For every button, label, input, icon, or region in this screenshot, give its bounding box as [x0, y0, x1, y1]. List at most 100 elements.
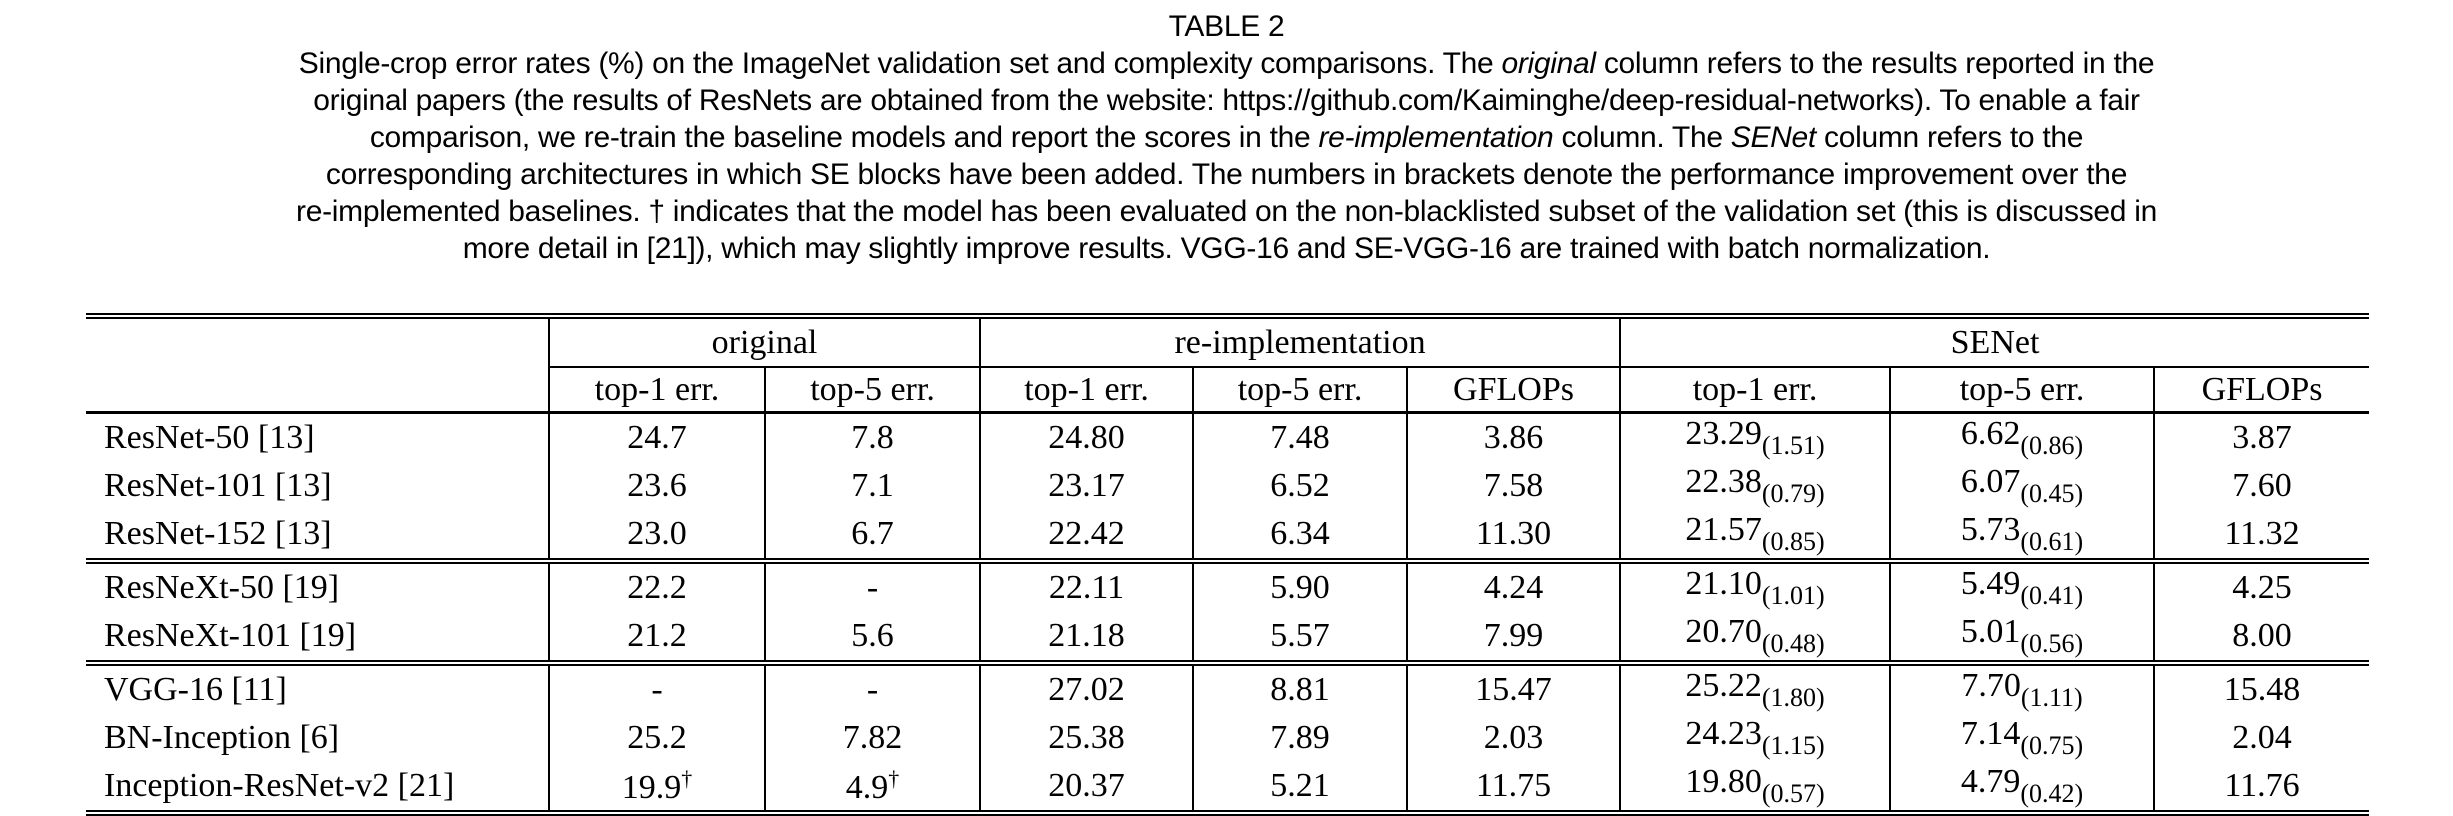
cell-value: 6.62 [1960, 415, 2021, 452]
value-cell: 23.0 [548, 510, 765, 564]
value-cell: 15.48 [2153, 663, 2370, 714]
value-cell: 7.1 [763, 462, 981, 510]
caption-text-segment: Single-crop error rates (%) on the Image… [298, 47, 1502, 80]
value-cell: 11.75 [1406, 762, 1621, 816]
value-cell: 6.7 [763, 510, 981, 564]
value-cell: 4.24 [1406, 561, 1621, 612]
model-name-cell: ResNet-50 [13] [104, 419, 315, 456]
col-header-top-1-err-3: top-1 err. [979, 367, 1194, 414]
value-cell: 7.8 [763, 412, 981, 462]
model-name-cell: Inception-ResNet-v2 [21] [86, 762, 549, 816]
cell-value: 5.49 [1960, 565, 2021, 602]
value-cell: 27.02 [979, 663, 1194, 714]
value-cell: 3.87 [2153, 412, 2370, 462]
value-cell: 4.79(0.42) [1889, 762, 2155, 816]
group-header-row: original re-implementation SENet [86, 316, 2370, 368]
cell-value: 22.38 [1685, 463, 1762, 500]
cell-value: 7.14 [1960, 715, 2021, 752]
value-cell: 19.80(0.57) [1619, 762, 1891, 816]
value-cell: 6.34 [1192, 510, 1408, 564]
value-cell: 2.04 [2153, 714, 2370, 762]
value-cell: 7.48 [1192, 412, 1408, 462]
table-row-vgg-16-11: VGG-16 [11] - -27.02 8.81 15.47 25.22(1.80) 7.… [86, 663, 2370, 714]
dagger-superscript: † [888, 765, 900, 791]
table-caption: TABLE 2 Single-crop error rates (%) on t… [0, 0, 2453, 267]
improvement-subscript: (0.79) [1761, 479, 1825, 508]
cell-value: 19.9 [621, 768, 682, 806]
value-cell: - [548, 663, 765, 714]
table-row-resnet-50-13: ResNet-50 [13] 24.7 7.8 24.80 7.48 3.86 23.29(… [86, 412, 2370, 462]
caption-italic-term: SENet [1730, 121, 1817, 154]
cell-value: 4.9 [845, 768, 889, 806]
improvement-subscript: (0.57) [1761, 779, 1825, 808]
value-cell: 22.2 [548, 561, 765, 612]
value-cell: 25.2 [548, 714, 765, 762]
table-row-bn-inception-6: BN-Inception [6] 25.2 7.82 25.38 7.89 2.03 24.… [86, 714, 2370, 762]
improvement-subscript: (1.15) [1761, 731, 1825, 760]
caption-line-5: re-implemented baselines. † indicates th… [0, 193, 2453, 230]
cell-value: 5.73 [1960, 511, 2021, 548]
value-cell: 23.29(1.51) [1619, 412, 1891, 462]
improvement-subscript: (0.41) [2020, 581, 2084, 610]
value-cell: 5.6 [763, 612, 981, 666]
value-cell: 21.18 [979, 612, 1194, 666]
value-cell: 8.00 [2153, 612, 2370, 666]
col-header-top-1-err-1: top-1 err. [548, 367, 765, 414]
improvement-subscript: (0.48) [1761, 629, 1825, 658]
improvement-subscript: (1.51) [1761, 431, 1825, 460]
cell-value: 21.57 [1685, 511, 1762, 548]
col-header-top-5-err-2: top-5 err. [763, 367, 981, 414]
value-cell: 25.22(1.80) [1619, 663, 1891, 714]
group-header-blank [86, 316, 549, 367]
col-header-top-5-err-4: top-5 err. [1192, 367, 1408, 414]
group-header-original: original [547, 316, 981, 368]
cell-value: 4.79 [1960, 763, 2021, 800]
value-cell: 7.70(1.11) [1889, 663, 2155, 714]
col-header-top-5-err-7: top-5 err. [1889, 367, 2155, 414]
improvement-subscript: (1.80) [1761, 683, 1825, 712]
value-cell: 7.89 [1192, 714, 1408, 762]
caption-line-2: original papers (the results of ResNets … [0, 82, 2453, 119]
caption-text-segment: comparison, we re-train the baseline mod… [369, 121, 1319, 154]
table-row-resnext-101-19: ResNeXt-101 [19] 21.2 5.6 21.18 5.57 7.99 20.7… [86, 612, 2370, 666]
caption-text-segment: corresponding architectures in which SE … [325, 158, 2128, 191]
value-cell: 24.7 [548, 412, 765, 462]
value-cell: - [763, 561, 981, 612]
improvement-subscript: (0.45) [2020, 479, 2084, 508]
cell-value: 6.07 [1960, 463, 2021, 500]
caption-line-4: corresponding architectures in which SE … [0, 156, 2453, 193]
value-cell: 11.30 [1406, 510, 1621, 564]
value-cell: 21.57(0.85) [1619, 510, 1891, 564]
caption-text-segment: column refers to the [1815, 121, 2084, 154]
caption-italic-term: re-implementation [1318, 121, 1554, 154]
value-cell: 15.47 [1406, 663, 1621, 714]
value-cell: 4.9† [763, 762, 981, 816]
col-header-top-1-err-6: top-1 err. [1619, 367, 1891, 414]
col-header-gflops-8: GFLOPs [2153, 367, 2370, 414]
improvement-subscript: (0.61) [2020, 527, 2084, 556]
caption-italic-term: original [1501, 47, 1596, 80]
improvement-subscript: (0.42) [2020, 779, 2084, 808]
value-cell: 22.11 [979, 561, 1194, 612]
value-cell: 24.23(1.15) [1619, 714, 1891, 762]
improvement-subscript: (0.85) [1761, 527, 1825, 556]
model-name-cell: ResNeXt-101 [19] [86, 612, 549, 666]
value-cell: 6.52 [1192, 462, 1408, 510]
value-cell: 11.32 [2153, 510, 2370, 564]
value-cell: 23.6 [548, 462, 765, 510]
value-cell: 20.37 [979, 762, 1194, 816]
value-cell: 22.38(0.79) [1619, 462, 1891, 510]
improvement-subscript: (0.86) [2020, 431, 2084, 460]
improvement-subscript: (1.11) [2020, 683, 2083, 712]
cell-value: 21.10 [1685, 565, 1762, 602]
caption-text: Single-crop error rates (%) on the Image… [0, 45, 2453, 267]
value-cell: 23.17 [979, 462, 1194, 510]
value-cell: 21.2 [548, 612, 765, 666]
value-cell: 5.21 [1192, 762, 1408, 816]
value-cell: - [763, 663, 981, 714]
caption-line-3: comparison, we re-train the baseline mod… [0, 119, 2453, 156]
group-header-senet: SENet [1619, 316, 2370, 368]
value-cell: 7.82 [763, 714, 981, 762]
value-cell: 5.90 [1192, 561, 1408, 612]
